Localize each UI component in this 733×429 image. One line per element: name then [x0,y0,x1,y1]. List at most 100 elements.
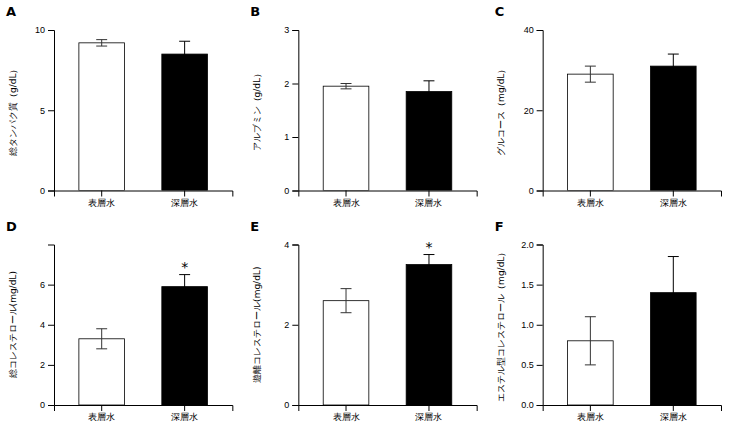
x-axis: 表層水深層水 [299,405,477,422]
y-tick-label: 1.5 [521,280,534,290]
error-bar-cap [179,41,190,42]
y-tick-label: 0 [284,400,289,410]
y-tick-mark [537,30,543,31]
y-tick-mark [292,325,298,326]
x-tick-mark [590,191,591,197]
x-tick: 表層水 [88,405,115,422]
x-tick-mark [428,191,429,197]
panel: 024表層水深層水*遊離コレステロール(mg/dL)E [250,219,477,423]
y-tick: 5 [40,106,54,116]
y-tick-label: 4 [284,240,289,250]
y-axis-line [537,31,544,192]
x-tick-label: 表層水 [88,412,115,422]
error-bar-cap [668,78,679,79]
y-tick-mark [537,191,543,192]
panel-label: E [250,219,259,234]
error-bar-line [428,81,429,102]
plot-area: 0 2 4 表層水深層水 * [284,239,477,423]
x-tick-mark [673,191,674,197]
plot-area: 0246 表層水 深層水 * [40,245,233,422]
y-axis-line [292,245,299,406]
error-bar [423,255,434,275]
y-axis: 02040 [524,25,544,196]
y-tick: 0 [284,186,298,196]
x-axis: 表層水 深層水 [55,405,233,422]
y-tick-mark [292,245,298,246]
error-bar-cap [96,328,107,329]
error-bar-cap [668,256,679,257]
y-tick-label: 0 [284,186,289,196]
x-tick: 表層水 [577,405,604,422]
plot-area: 02040表層水深層水 [524,25,722,208]
x-tick-label: 表層水 [577,198,604,208]
error-bar [423,81,434,102]
marks [79,275,208,405]
annotation: * [181,259,188,275]
panel: 0246表層水深層水*総コレステロール(mg/dL)D [6,219,233,423]
plot-area: 0123表層水深層水 [284,25,477,208]
error-bar-cap [341,312,352,313]
error-bar-cap [341,88,352,89]
x-tick-label: 深層水 [171,412,198,422]
y-axis-line [48,31,55,192]
y-tick: 4 [284,240,298,250]
x-axis-line [299,406,477,412]
x-tick: 深層水 [171,405,198,422]
y-tick: 20 [524,106,543,116]
y-tick-label: 2 [284,79,289,89]
error-bar-cap [423,102,434,103]
error-bar-line [101,40,102,46]
x-tick-mark [346,405,347,411]
x-tick-mark [101,405,102,411]
x-axis-line [299,191,477,197]
y-tick-mark [48,285,54,286]
error-bar [341,84,352,89]
annotation: * [425,239,432,255]
x-axis-line [55,191,233,197]
marks [79,40,208,191]
y-tick-mark [537,405,543,406]
x-axis: 表層水深層水 [543,405,721,422]
x-tick: 表層水 [577,191,604,208]
y-axis-title: グルコース（mg/dL） [496,65,506,156]
y-tick: 2 [284,320,298,330]
x-tick-label: 表層水 [577,412,604,422]
y-tick-label: 2 [284,320,289,330]
y-axis-title: アルブミン（g/dL） [252,69,262,151]
y-axis: 0246 [40,245,55,410]
bar [162,287,208,405]
x-axis: 表層水深層水 [299,191,477,208]
y-tick-label: 5 [40,106,45,116]
y-axis-title: 総コレステロール(mg/dL) [8,271,18,379]
figure: 0510表層水深層水総タンパク質（g/dL）A0123表層水深層水アルブミン（g… [0,0,733,429]
y-tick-mark [292,137,298,138]
y-tick: 1.0 [521,320,543,330]
error-bar [668,54,679,78]
plot-area: 0.00.51.01.52.0表層水深層水 [521,240,721,423]
error-bar-cap [96,348,107,349]
y-tick-label: 4 [40,320,45,330]
error-bar-cap [585,364,596,365]
panel-label: F [495,219,504,234]
y-axis: 0123 [284,25,299,196]
error-bar-cap [96,46,107,47]
panel: 0510表層水深層水総タンパク質（g/dL）A [6,4,233,208]
y-tick-mark [48,405,54,406]
error-bar [96,40,107,46]
x-axis-line [55,406,233,412]
x-axis-line [543,191,721,197]
error-bar-cap [96,39,107,40]
plot-area: 0510表層水深層水 [35,25,233,208]
error-bar-line [184,41,185,67]
x-tick: 表層水 [88,191,115,208]
error-bar-cap [179,66,190,67]
y-tick: 40 [524,25,543,35]
y-tick-label: 0 [40,400,45,410]
x-tick: 深層水 [660,191,687,208]
y-tick-mark [537,285,543,286]
error-bar-line [346,289,347,313]
x-tick: 表層水 [333,191,360,208]
y-tick-label: 2.0 [521,240,534,250]
y-tick: 2.0 [521,240,543,250]
y-axis: 0 2 4 [284,240,299,411]
